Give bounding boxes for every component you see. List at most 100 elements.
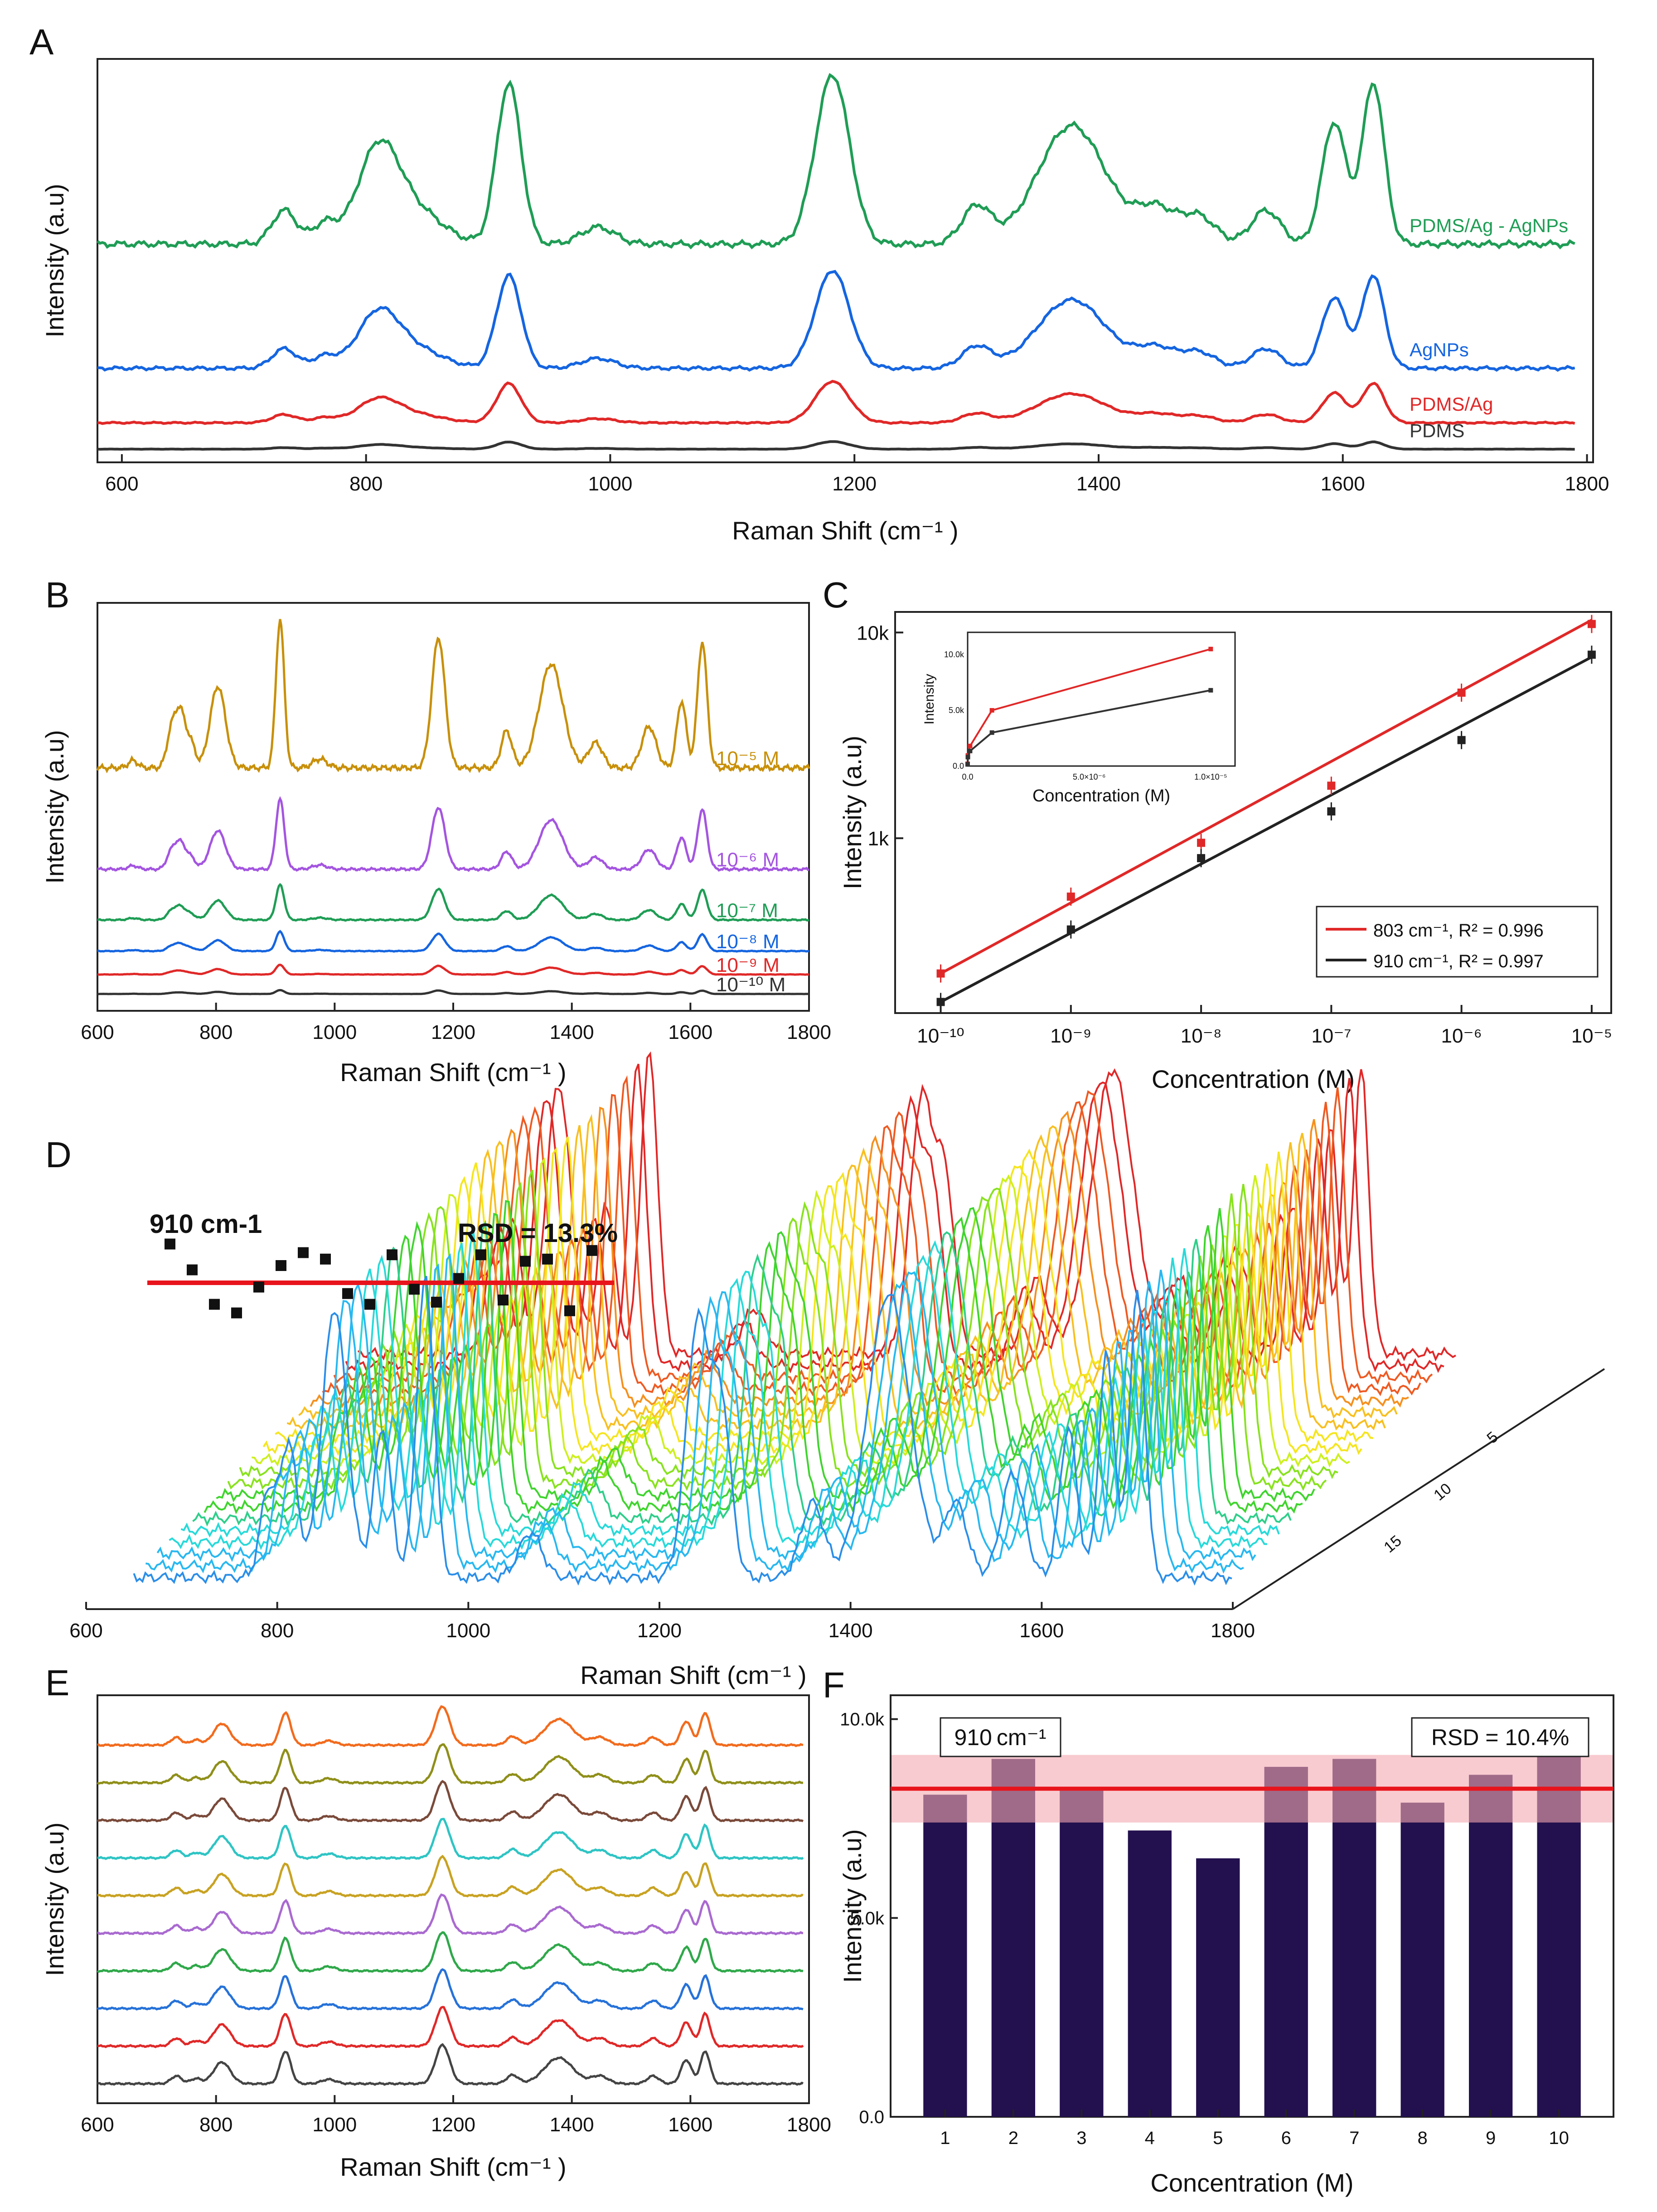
panel-f-bar [1196, 1858, 1240, 2117]
panel-c-inset-ytick: 0.0 [953, 762, 964, 771]
panel-f-bar [1264, 1766, 1308, 2117]
panel-b-legend-5: 10⁻¹⁰ M [716, 974, 785, 996]
panel-e-series-6 [97, 1931, 804, 1973]
panel-d-inset-point [187, 1264, 198, 1276]
panel-d-spectrum [286, 1125, 1386, 1432]
panel-f-bar [923, 1795, 967, 2117]
panel-a-legend-2: PDMS/Ag [1410, 393, 1493, 415]
panel-a-axes [97, 58, 1594, 463]
panel-label-f: F [823, 1665, 845, 1705]
panel-a-x-tick-label: 1000 [588, 473, 632, 495]
panel-b-x-tick-label: 1000 [312, 1021, 357, 1043]
panel-c-xtick-label: 10⁻⁸ [1181, 1025, 1222, 1047]
panel-b-legend-0: 10⁻⁵ M [716, 747, 779, 770]
panel-f-xtick-label: 5 [1213, 2128, 1223, 2148]
panel-c-inset-axes [967, 631, 1236, 767]
panel-c-xtick-label: 10⁻⁶ [1441, 1025, 1482, 1047]
panel-b-series-2 [97, 883, 809, 922]
panel-b-legend-4: 10⁻⁹ M [716, 954, 780, 976]
panel-e-x-tick-label: 800 [199, 2114, 233, 2136]
panel-d-depth-axis [1232, 1368, 1605, 1610]
panel-b-x-tick-label: 1800 [787, 1021, 831, 1043]
panel-b-x-tick-label: 1400 [550, 1021, 594, 1043]
panel-d-spectrum [345, 1063, 1444, 1374]
panel-label-d: D [45, 1135, 72, 1175]
panel-b-ylabel: Intensity (a.u) [40, 730, 69, 883]
panel-e-x-tick-label: 600 [81, 2114, 114, 2136]
panel-label-c: C [823, 575, 849, 615]
panel-d-spectrum [192, 1219, 1292, 1527]
panel-d-inset-point [320, 1253, 331, 1265]
panel-e-series-2 [97, 1780, 804, 1823]
panel-d-inset-point [453, 1273, 464, 1284]
panel-b-legend-1: 10⁻⁶ M [716, 849, 779, 871]
panel-d-inset-point [364, 1299, 375, 1310]
panel-label-a: A [29, 22, 54, 62]
panel-c-inset-ytick: 5.0k [949, 706, 964, 715]
panel-a-series-2 [97, 380, 1575, 425]
panel-c-legend [1316, 906, 1599, 978]
panel-c-xtick-label: 10⁻⁷ [1311, 1025, 1351, 1047]
panel-d-inset-label: 910 cm-1 [150, 1209, 262, 1239]
panel-e-series-7 [97, 1968, 804, 2011]
panel-label-b: B [45, 575, 69, 615]
panel-d-depth-tick: 15 [1381, 1532, 1405, 1556]
panel-e-x-tick-label: 1800 [787, 2114, 831, 2136]
panel-a-legend-1: AgNPs [1410, 339, 1469, 360]
panel-c-fit-line [940, 619, 1593, 975]
panel-a-legend-3: PDMS [1410, 420, 1464, 441]
panel-f-xtick-label: 8 [1418, 2128, 1428, 2148]
panel-d-inset-point [165, 1238, 175, 1250]
panel-d-inset-point [431, 1296, 442, 1308]
panel-c-inset-point [989, 730, 994, 735]
panel-f-xtick-label: 6 [1281, 2128, 1291, 2148]
panel-b-x-tick-label: 600 [81, 1021, 114, 1043]
panel-d-xlabel: Raman Shift (cm⁻¹ ) [580, 1661, 806, 1689]
panel-e-x-tick-label: 1600 [668, 2114, 712, 2136]
panel-a-x-tick-label: 1800 [1565, 473, 1609, 495]
panel-a-legend-0: PDMS/Ag - AgNPs [1410, 215, 1568, 236]
panel-c-axes [894, 611, 1612, 1014]
panel-f-axes [890, 1694, 1614, 2118]
panel-b-series-4 [97, 963, 809, 976]
panel-c-legend-label: 910 cm⁻¹, R² = 0.997 [1373, 951, 1544, 971]
panel-e-series-4 [97, 1854, 804, 1898]
panel-d-depth-tick: 10 [1430, 1480, 1454, 1504]
panel-d-tick-label: 1000 [446, 1620, 490, 1642]
panel-e-series-3 [97, 1818, 804, 1860]
panel-c-inset-point [968, 743, 973, 748]
panel-d-inset-point [342, 1288, 353, 1299]
panel-c-xtick-label: 10⁻¹⁰ [917, 1025, 964, 1047]
panel-c-ytick-label: 1k [868, 828, 889, 850]
panel-f-xtick-label: 3 [1076, 2128, 1086, 2148]
panel-b-series-5 [97, 989, 809, 995]
panel-c-inset-xtick: 0.0 [962, 772, 973, 781]
panel-a-x-tick-label: 1600 [1321, 473, 1365, 495]
panel-d-spectrum [156, 1253, 1256, 1562]
panel-d-spectrum [169, 1242, 1267, 1550]
panel-d-inset-point [475, 1249, 486, 1261]
panel-e-ylabel: Intensity (a.u) [40, 1822, 69, 1976]
panel-d-tick-label: 1400 [828, 1620, 873, 1642]
panel-f-bar [1469, 1775, 1513, 2117]
panel-c-ytick-label: 10k [857, 622, 889, 644]
panel-a-series-0 [97, 73, 1575, 250]
panel-a-x-tick-label: 800 [349, 473, 383, 495]
panel-f-bar [1400, 1802, 1444, 2117]
panel-e-series-8 [97, 2006, 804, 2048]
panel-b-series-1 [97, 796, 809, 873]
panel-f-ylabel: Intensity (a.u) [838, 1829, 867, 1983]
panel-d-spectrum [239, 1169, 1338, 1480]
panel-d-tick-label: 1600 [1019, 1620, 1064, 1642]
panel-e-x-tick-label: 1400 [550, 2114, 594, 2136]
panel-f-xtick-label: 7 [1349, 2128, 1359, 2148]
panel-f-xlabel: Concentration (M) [1150, 2168, 1353, 2197]
panel-e-series-0 [97, 1705, 804, 1747]
panel-c-inset-point [968, 748, 973, 753]
panel-c-inset-xtick: 5.0×10⁻⁶ [1073, 772, 1105, 781]
panel-a-x-tick-label: 600 [105, 473, 138, 495]
panel-a-series-3 [97, 440, 1575, 451]
panel-f-label-text: 910 cm⁻¹ [954, 1725, 1046, 1750]
panel-b-x-tick-label: 800 [199, 1021, 233, 1043]
